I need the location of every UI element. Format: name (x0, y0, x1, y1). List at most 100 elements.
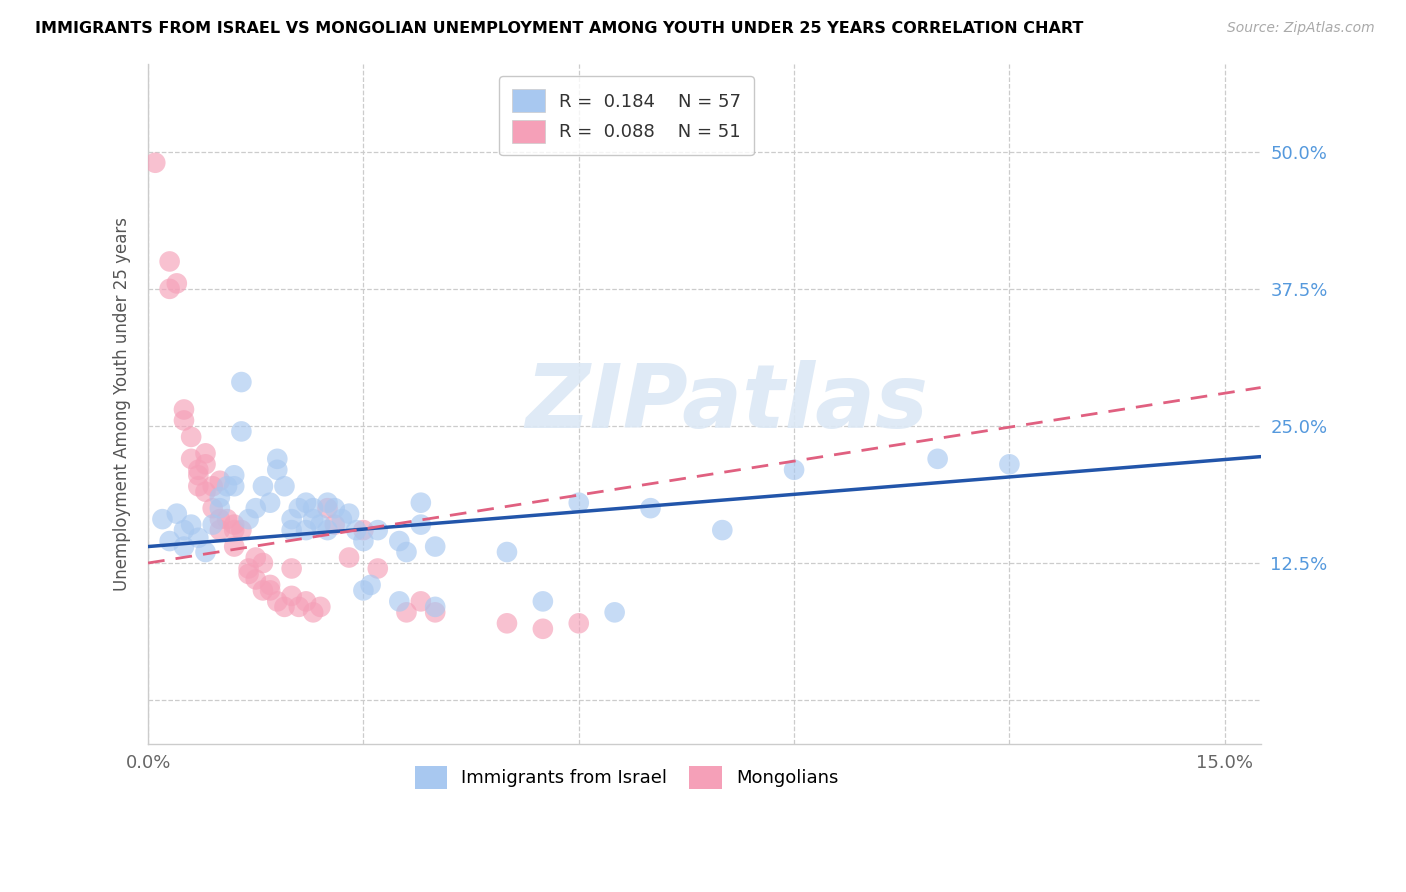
Point (288, 599, 311, 614)
Point (231, 375, 253, 389)
Point (927, 451, 949, 466)
Point (295, 523, 318, 537)
Point (187, 463, 209, 477)
Text: ZIPatlas: ZIPatlas (524, 360, 928, 448)
Point (208, 523, 231, 537)
Point (224, 540, 246, 554)
Point (180, 517, 202, 532)
Point (360, 578, 382, 592)
Point (337, 507, 360, 521)
Point (266, 594, 288, 608)
Point (208, 474, 231, 488)
Point (238, 512, 260, 526)
Point (998, 458, 1021, 472)
Point (425, 599, 447, 614)
Y-axis label: Unemployment Among Youth under 25 years: Unemployment Among Youth under 25 years (114, 217, 131, 591)
Point (496, 616, 519, 631)
Point (316, 496, 339, 510)
Point (208, 501, 231, 516)
Point (711, 523, 734, 537)
Point (496, 545, 519, 559)
Point (194, 545, 217, 559)
Point (531, 594, 554, 608)
Point (425, 605, 447, 619)
Point (316, 501, 339, 516)
Point (337, 550, 360, 565)
Point (252, 479, 274, 493)
Point (302, 512, 325, 526)
Point (166, 507, 188, 521)
Point (201, 479, 224, 493)
Point (187, 531, 209, 545)
Point (280, 561, 302, 575)
Point (201, 517, 224, 532)
Point (323, 517, 346, 532)
Point (280, 589, 302, 603)
Point (208, 490, 231, 504)
Point (159, 534, 181, 549)
Point (309, 599, 332, 614)
Point (295, 594, 318, 608)
Point (330, 512, 353, 526)
Point (245, 550, 267, 565)
Point (238, 561, 260, 575)
Point (273, 599, 295, 614)
Point (143, 155, 166, 169)
Point (323, 501, 346, 516)
Point (367, 561, 389, 575)
Point (295, 496, 318, 510)
Point (173, 523, 195, 537)
Point (352, 583, 374, 598)
Point (208, 512, 231, 526)
Point (783, 463, 806, 477)
Point (194, 446, 217, 460)
Point (173, 413, 195, 427)
Point (344, 523, 367, 537)
Point (224, 479, 246, 493)
Point (187, 468, 209, 483)
Point (395, 605, 418, 619)
Point (187, 479, 209, 493)
Point (173, 540, 195, 554)
Point (231, 523, 253, 537)
Point (173, 402, 195, 417)
Point (309, 517, 332, 532)
Point (238, 566, 260, 581)
Point (302, 605, 325, 619)
Point (409, 496, 432, 510)
Point (166, 277, 188, 291)
Text: Source: ZipAtlas.com: Source: ZipAtlas.com (1227, 21, 1375, 35)
Text: IMMIGRANTS FROM ISRAEL VS MONGOLIAN UNEMPLOYMENT AMONG YOUTH UNDER 25 YEARS CORR: IMMIGRANTS FROM ISRAEL VS MONGOLIAN UNEM… (35, 21, 1084, 36)
Point (273, 479, 295, 493)
Point (367, 523, 389, 537)
Point (215, 512, 238, 526)
Point (388, 594, 411, 608)
Point (603, 605, 626, 619)
Point (568, 616, 591, 631)
Point (395, 545, 418, 559)
Point (568, 496, 591, 510)
Point (180, 430, 202, 444)
Point (288, 501, 311, 516)
Point (194, 484, 217, 499)
Point (259, 496, 281, 510)
Point (252, 583, 274, 598)
Point (266, 463, 288, 477)
Point (245, 573, 267, 587)
Point (531, 622, 554, 636)
Point (280, 512, 302, 526)
Point (252, 556, 274, 570)
Point (159, 254, 181, 268)
Point (259, 578, 281, 592)
Point (224, 523, 246, 537)
Point (259, 583, 281, 598)
Point (640, 501, 662, 516)
Point (409, 517, 432, 532)
Point (201, 501, 224, 516)
Legend: Immigrants from Israel, Mongolians: Immigrants from Israel, Mongolians (408, 758, 845, 796)
Point (266, 451, 288, 466)
Point (302, 501, 325, 516)
Point (388, 534, 411, 549)
Point (194, 458, 217, 472)
Point (425, 540, 447, 554)
